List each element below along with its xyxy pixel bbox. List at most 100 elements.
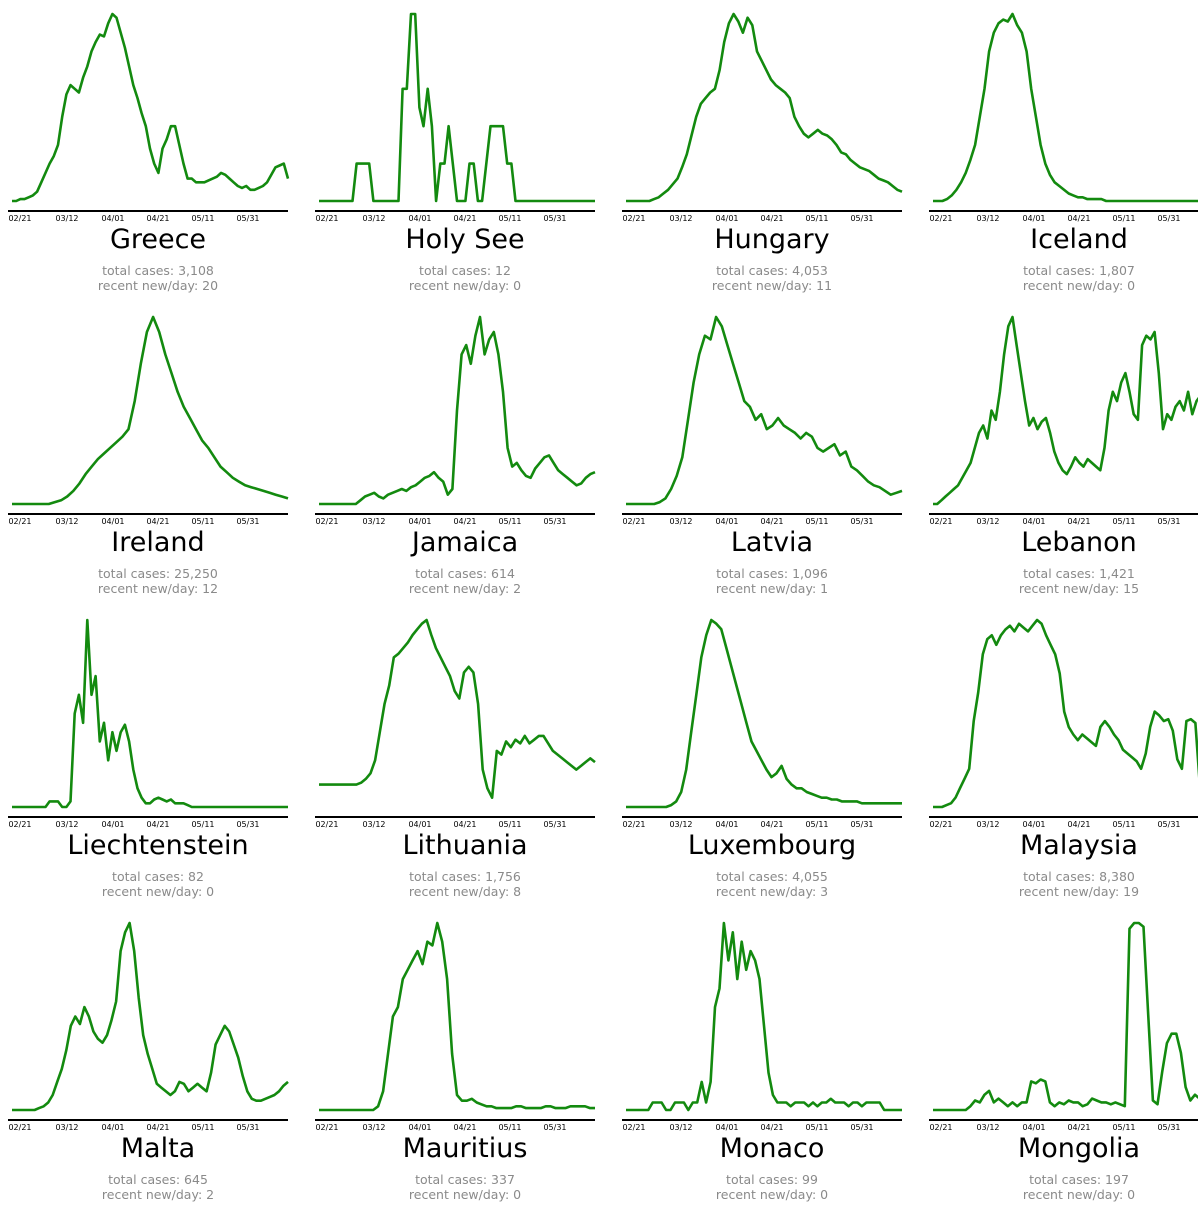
chart-svg: 02/21 03/12 04/01 04/21 05/11 05/31 <box>622 921 902 1132</box>
series-line <box>933 921 1198 1112</box>
series-line <box>12 315 289 506</box>
series-line <box>626 921 902 1112</box>
x-tick-label: 05/11 <box>1112 214 1135 223</box>
x-tick-label: 04/21 <box>1067 1123 1090 1132</box>
x-tick-label: 02/21 <box>315 820 338 829</box>
x-tick-label: 05/31 <box>850 820 873 829</box>
x-tick-label: 05/31 <box>1157 214 1180 223</box>
x-tick-label: 04/21 <box>453 1123 476 1132</box>
x-tick-label: 02/21 <box>8 820 31 829</box>
x-tick-label: 03/12 <box>55 1123 78 1132</box>
country-title: Monaco <box>719 1133 825 1164</box>
x-tick-label: 02/21 <box>929 820 952 829</box>
series-line <box>12 618 288 809</box>
series-line <box>319 921 595 1112</box>
recent-new-per-day-label: recent new/day: 12 <box>97 581 219 596</box>
x-tick-label: 04/21 <box>146 517 169 526</box>
x-tick-label: 05/31 <box>236 1123 259 1132</box>
x-tick-label: 04/21 <box>760 1123 783 1132</box>
panel-malta: 02/21 03/12 04/01 04/21 05/11 05/31 Malta total… <box>8 917 308 1217</box>
x-tick-label: 02/21 <box>315 1123 338 1132</box>
x-tick-label: 04/01 <box>715 214 738 223</box>
x-tick-label: 05/11 <box>805 214 828 223</box>
x-tick-label: 04/21 <box>1067 214 1090 223</box>
x-tick-label: 03/12 <box>976 1123 999 1132</box>
x-tick-label: 04/01 <box>715 1123 738 1132</box>
total-cases-label: total cases: 12 <box>419 263 511 278</box>
country-title: Jamaica <box>411 527 519 558</box>
chart-svg: 02/21 03/12 04/01 04/21 05/11 05/31 <box>929 921 1198 1132</box>
x-tick-label: 02/21 <box>622 214 645 223</box>
panel-latvia: 02/21 03/12 04/01 04/21 05/11 05/31 Latvia tota… <box>622 311 922 611</box>
chart-svg: 02/21 03/12 04/01 04/21 05/11 05/31 <box>8 921 289 1132</box>
total-cases-label: total cases: 197 <box>1029 1172 1129 1187</box>
recent-new-per-day-label: recent new/day: 15 <box>1018 581 1140 596</box>
chart-svg: 02/21 03/12 04/01 04/21 05/11 05/31 <box>8 618 288 829</box>
x-tick-label: 05/11 <box>805 1123 828 1132</box>
x-tick-label: 05/31 <box>1157 1123 1180 1132</box>
total-cases-label: total cases: 25,250 <box>98 566 218 581</box>
x-tick-label: 05/31 <box>236 214 259 223</box>
chart-svg: 02/21 03/12 04/01 04/21 05/11 05/31 <box>622 12 903 223</box>
x-tick-label: 05/31 <box>850 517 873 526</box>
x-tick-label: 04/01 <box>101 214 124 223</box>
x-tick-label: 05/31 <box>543 517 566 526</box>
chart-svg: 02/21 03/12 04/01 04/21 05/11 05/31 <box>929 618 1198 829</box>
x-tick-label: 05/11 <box>191 517 214 526</box>
x-tick-label: 04/21 <box>453 517 476 526</box>
total-cases-label: total cases: 3,108 <box>102 263 214 278</box>
x-tick-label: 05/11 <box>498 820 521 829</box>
country-title: Malta <box>120 1133 196 1164</box>
x-tick-label: 05/31 <box>236 517 259 526</box>
x-tick-label: 05/31 <box>543 820 566 829</box>
panel-greece: 02/21 03/12 04/01 04/21 05/11 05/31 Greece tota… <box>8 8 308 308</box>
x-tick-label: 03/12 <box>362 214 385 223</box>
series-line <box>319 315 596 506</box>
country-title: Iceland <box>1030 224 1128 255</box>
chart-svg: 02/21 03/12 04/01 04/21 05/11 05/31 <box>622 315 903 526</box>
panel-iceland: 02/21 03/12 04/01 04/21 05/11 05/31 Iceland tot… <box>929 8 1198 308</box>
x-tick-label: 03/12 <box>976 517 999 526</box>
x-tick-label: 05/11 <box>805 820 828 829</box>
x-tick-label: 04/21 <box>453 214 476 223</box>
x-tick-label: 04/21 <box>453 820 476 829</box>
recent-new-per-day-label: recent new/day: 1 <box>715 581 829 596</box>
x-tick-label: 05/11 <box>498 517 521 526</box>
x-tick-label: 05/31 <box>1157 517 1180 526</box>
x-tick-label: 04/21 <box>760 517 783 526</box>
recent-new-per-day-label: recent new/day: 0 <box>101 884 215 899</box>
series-line <box>626 315 903 506</box>
country-title: Liechtenstein <box>67 830 249 861</box>
chart-svg: 02/21 03/12 04/01 04/21 05/11 05/31 <box>315 12 595 223</box>
x-tick-label: 05/31 <box>543 214 566 223</box>
x-tick-label: 02/21 <box>929 214 952 223</box>
x-tick-label: 04/01 <box>101 517 124 526</box>
x-tick-label: 03/12 <box>55 820 78 829</box>
recent-new-per-day-label: recent new/day: 3 <box>715 884 829 899</box>
x-tick-label: 05/11 <box>1112 517 1135 526</box>
x-tick-label: 05/11 <box>498 214 521 223</box>
series-line <box>933 12 1198 203</box>
x-tick-label: 04/21 <box>146 820 169 829</box>
series-line <box>319 12 595 203</box>
total-cases-label: total cases: 1,096 <box>716 566 828 581</box>
country-title: Holy See <box>405 224 525 255</box>
recent-new-per-day-label: recent new/day: 11 <box>711 278 833 293</box>
x-tick-label: 05/11 <box>498 1123 521 1132</box>
x-tick-label: 03/12 <box>362 517 385 526</box>
x-tick-label: 02/21 <box>622 820 645 829</box>
panel-liechtenstein: 02/21 03/12 04/01 04/21 05/11 05/31 Liechtenst… <box>8 614 308 914</box>
x-tick-label: 05/31 <box>236 820 259 829</box>
x-tick-label: 04/21 <box>760 214 783 223</box>
panel-ireland: 02/21 03/12 04/01 04/21 05/11 05/31 Ireland tot… <box>8 311 308 611</box>
x-tick-label: 02/21 <box>622 1123 645 1132</box>
series-line <box>12 12 290 203</box>
x-tick-label: 03/12 <box>362 820 385 829</box>
x-tick-label: 05/31 <box>850 1123 873 1132</box>
panel-malaysia: 02/21 03/12 04/01 04/21 05/11 05/31 Malaysia to… <box>929 614 1198 914</box>
total-cases-label: total cases: 1,421 <box>1023 566 1135 581</box>
recent-new-per-day-label: recent new/day: 19 <box>1018 884 1140 899</box>
x-tick-label: 05/31 <box>1157 820 1180 829</box>
x-tick-label: 04/01 <box>1022 820 1045 829</box>
